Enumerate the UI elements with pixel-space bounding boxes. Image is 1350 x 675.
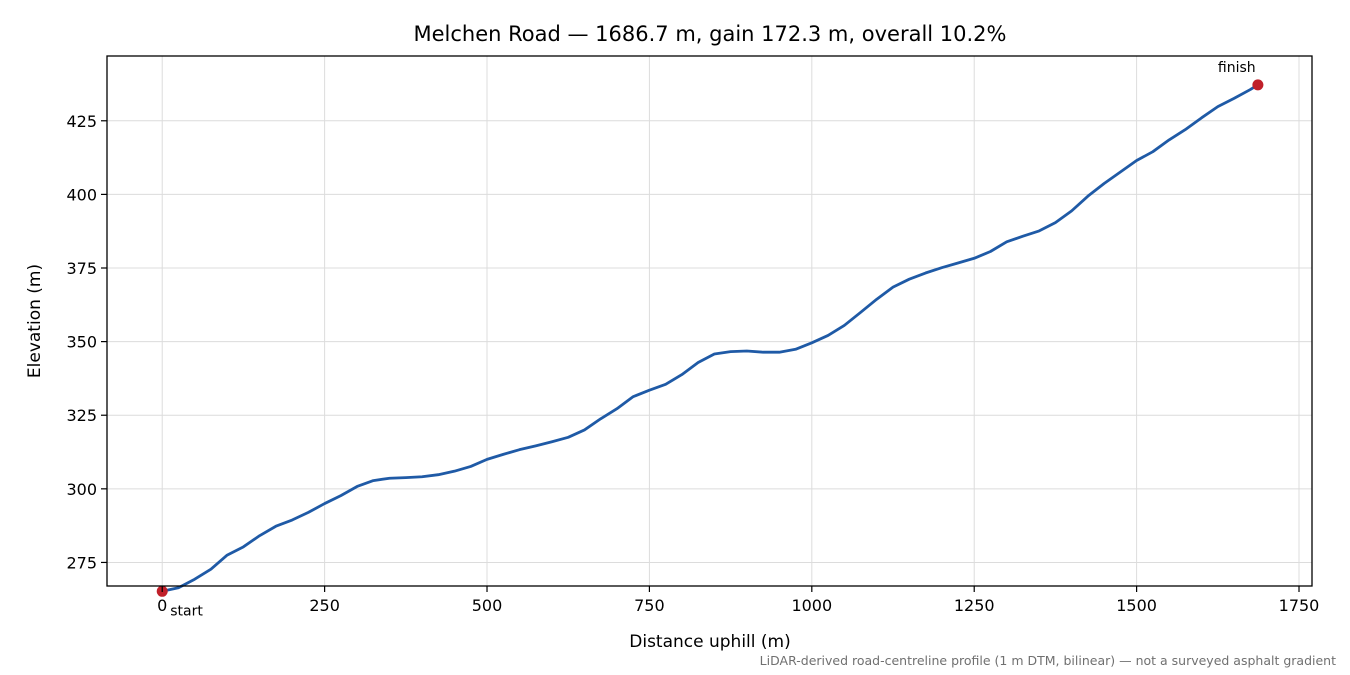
y-tick-label: 300	[66, 480, 97, 499]
plot-frame	[106, 55, 1313, 587]
x-tick-label: 1000	[791, 596, 832, 615]
series-layer: start finish	[156, 60, 1264, 619]
x-tick-label: 1250	[954, 596, 995, 615]
x-tick-label: 750	[634, 596, 665, 615]
axis-ticks: 0 250 500 750 1000 1250 1500 1750 275 300 325 350 37…	[66, 112, 1319, 615]
x-tick-label: 500	[472, 596, 503, 615]
x-axis-label: Distance uphill (m)	[629, 632, 790, 652]
start-label: start	[170, 603, 203, 619]
x-tick-label: 1750	[1279, 596, 1320, 615]
y-axis-label: Elevation (m)	[25, 264, 45, 378]
y-tick-label: 425	[66, 112, 97, 131]
y-tick-label: 375	[66, 259, 97, 278]
y-tick-label: 275	[66, 553, 97, 572]
x-tick-label: 1500	[1116, 596, 1157, 615]
x-tick-label: 250	[309, 596, 340, 615]
chart-caption: LiDAR-derived road-centreline profile (1…	[760, 653, 1336, 668]
chart-title: Melchen Road — 1686.7 m, gain 172.3 m, o…	[413, 22, 1006, 46]
y-tick-label: 325	[66, 406, 97, 425]
y-tick-label: 400	[66, 185, 97, 204]
finish-marker	[1252, 79, 1264, 91]
x-tick-label: 0	[157, 596, 167, 615]
finish-label: finish	[1218, 60, 1256, 76]
gridlines	[107, 56, 1312, 586]
y-tick-label: 350	[66, 333, 97, 352]
elevation-profile-line	[160, 83, 1260, 593]
